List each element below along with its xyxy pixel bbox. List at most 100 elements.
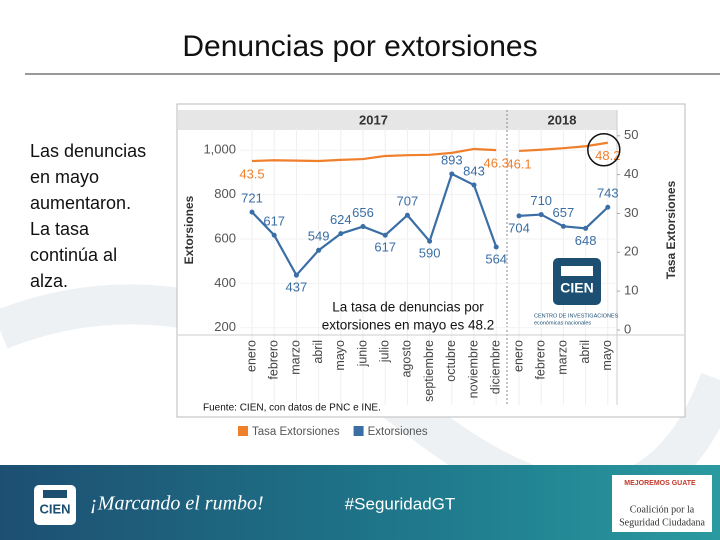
x-tick-label: noviembre xyxy=(466,340,480,398)
legend-label: Tasa Extorsiones xyxy=(252,426,340,438)
data-label: 564 xyxy=(485,251,507,266)
body-line: en mayo xyxy=(30,167,99,187)
x-tick-label: septiembre xyxy=(422,340,436,402)
point xyxy=(249,209,255,215)
body-line: continúa al xyxy=(30,245,117,265)
inset-logo-caption: CENTRO DE INVESTIGACIONES xyxy=(534,313,619,319)
data-label: 707 xyxy=(397,194,419,209)
logo-right-line: Coalición por la xyxy=(630,504,695,515)
point xyxy=(316,247,322,253)
point xyxy=(360,224,366,230)
x-tick-label: octubre xyxy=(444,340,458,382)
slide-title: Denuncias por extorsiones xyxy=(182,30,537,63)
data-label: 48.2 xyxy=(595,148,620,163)
point xyxy=(338,231,344,237)
data-label: 46.1 xyxy=(506,156,531,171)
data-label: 893 xyxy=(441,152,463,167)
footer-band xyxy=(0,465,720,540)
data-label: 721 xyxy=(241,191,263,206)
inset-logo: CIEN xyxy=(560,280,593,296)
y2-tick-label: 50 xyxy=(624,127,638,142)
y2-tick-label: 0 xyxy=(624,321,631,336)
chart: 2017 enero febrero marzo abril mayo junio julio… xyxy=(178,110,684,438)
body-line: Las denuncias xyxy=(30,141,146,161)
legend-swatch xyxy=(353,426,364,436)
inset-logo-caption: económicas nacionales xyxy=(534,320,591,326)
series-line xyxy=(251,172,498,278)
data-label: 657 xyxy=(553,205,575,220)
data-label: 704 xyxy=(508,220,530,235)
point xyxy=(293,272,299,278)
data-label: 843 xyxy=(463,163,485,178)
data-label: 648 xyxy=(575,233,597,248)
point xyxy=(516,213,522,219)
point xyxy=(471,182,477,188)
body-line: aumentaron. xyxy=(30,193,131,213)
y2-tick-label: 10 xyxy=(624,283,638,298)
y-tick-label: 400 xyxy=(214,275,236,290)
x-tick-label: enero xyxy=(511,340,525,372)
data-label: 46.3 xyxy=(484,156,509,171)
body-text: Las denuncias en mayo aumentaron. La tasa co… xyxy=(30,141,146,291)
y-tick-label: 1,000 xyxy=(203,142,236,157)
footer-slogan: ¡Marcando el rumbo! xyxy=(90,493,264,515)
x-tick-label: enero xyxy=(244,340,258,372)
x-tick-label: diciembre xyxy=(488,340,502,394)
x-tick-label: julio xyxy=(377,340,391,363)
x-tick-label: mayo xyxy=(333,340,347,371)
legend-label: Extorsiones xyxy=(368,426,428,438)
logo-dots xyxy=(43,490,67,498)
data-label: 617 xyxy=(263,214,285,229)
data-label: 43.5 xyxy=(239,166,264,181)
legend-swatch xyxy=(238,426,248,436)
point xyxy=(560,223,566,229)
data-label: 437 xyxy=(286,280,308,295)
logo-right-top: MEJOREMOS GUATE xyxy=(624,480,696,487)
point xyxy=(271,232,277,238)
y-tick-label: 600 xyxy=(214,230,236,245)
footer-hashtag: #SeguridadGT xyxy=(345,494,456,513)
highlight-ring xyxy=(587,133,621,167)
x-tick-label: febrero xyxy=(266,340,280,380)
data-label: 617 xyxy=(374,240,396,255)
data-label: 549 xyxy=(308,229,330,244)
data-label: 624 xyxy=(330,212,352,227)
y2-tick-label: 30 xyxy=(624,205,638,220)
y-axis-title: Extorsiones xyxy=(182,195,196,264)
series-line xyxy=(518,141,608,153)
panel-label: 2017 xyxy=(359,112,388,127)
annotation: extorsiones en mayo es 48.2 xyxy=(322,318,495,333)
chart-frame xyxy=(176,103,686,418)
x-tick-label: febrero xyxy=(533,340,547,380)
data-label: 590 xyxy=(419,246,441,261)
series-line xyxy=(251,147,497,163)
point xyxy=(605,204,611,210)
x-tick-label: mayo xyxy=(600,340,614,371)
data-label: 656 xyxy=(352,205,374,220)
logo-right-line: Seguridad Ciudadana xyxy=(619,517,705,528)
point xyxy=(404,212,410,218)
x-tick-label: junio xyxy=(355,340,369,367)
y-tick-label: 800 xyxy=(214,186,236,201)
x-tick-label: agosto xyxy=(400,340,414,378)
data-label: 743 xyxy=(597,186,619,201)
source: Fuente: CIEN, con datos de PNC e INE. xyxy=(203,403,381,414)
point xyxy=(382,232,388,238)
point xyxy=(493,244,499,250)
point xyxy=(538,212,544,218)
y2-axis-title: Tasa Extorsiones xyxy=(664,180,678,279)
x-tick-label: abril xyxy=(311,340,325,364)
body-line: alza. xyxy=(30,271,68,291)
inset-logo-dots xyxy=(561,266,593,276)
footer-logo: CIEN xyxy=(39,501,70,516)
x-tick-label: marzo xyxy=(556,340,570,375)
y-tick-label: 200 xyxy=(214,319,236,334)
x-tick-label: marzo xyxy=(289,340,303,375)
y2-tick-label: 20 xyxy=(624,244,638,259)
footer-logo-right xyxy=(612,475,712,532)
x-tick-label: abril xyxy=(578,340,592,364)
point xyxy=(583,225,589,231)
body-line: La tasa xyxy=(30,219,90,239)
point xyxy=(449,171,455,177)
